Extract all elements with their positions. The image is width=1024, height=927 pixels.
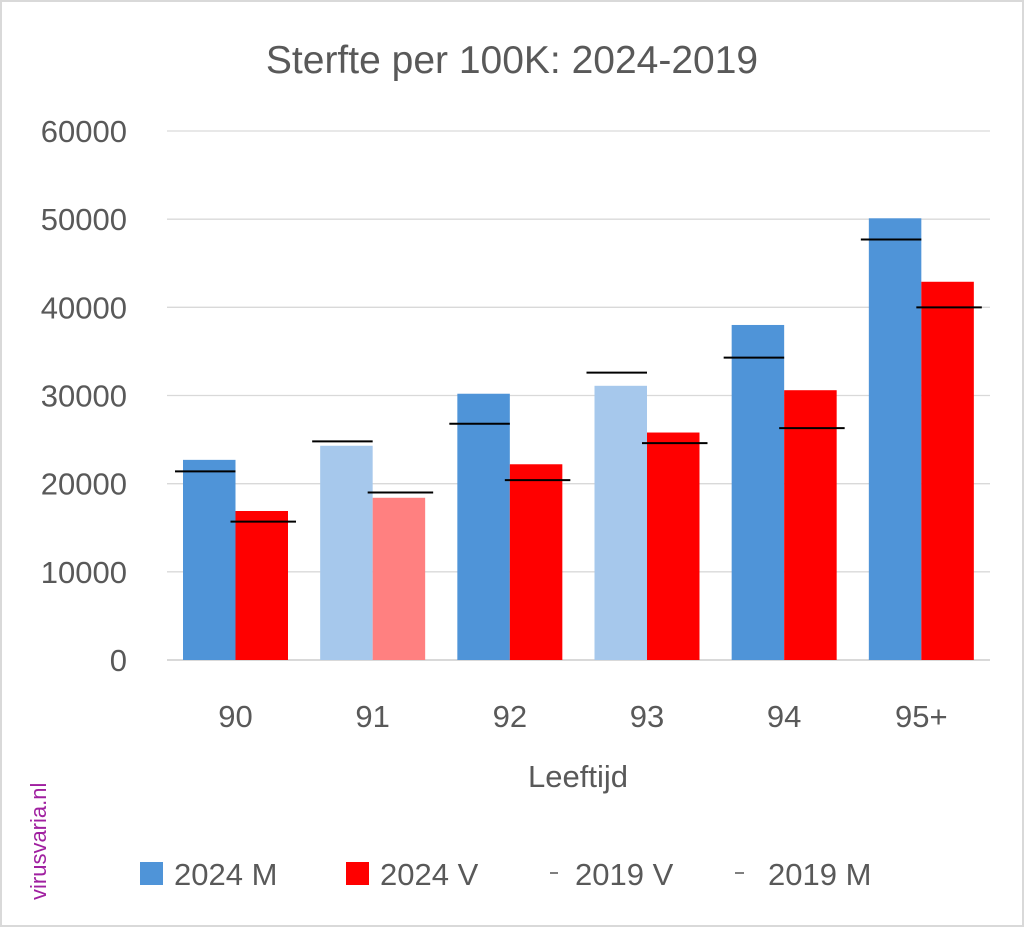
x-tick-label: 91 <box>355 699 389 734</box>
bar-2024-v-91 <box>372 497 426 660</box>
bar-2024-v-93 <box>647 432 700 660</box>
watermark: virusvaria.nl <box>26 783 51 900</box>
y-tick-label: 10000 <box>41 555 127 590</box>
bar-2024-m-94 <box>731 324 785 660</box>
bar-2024-v-95+ <box>921 281 974 660</box>
x-tick-label: 94 <box>767 699 801 734</box>
legend-label-2024-v: 2024 V <box>380 857 479 892</box>
bar-2024-m-92 <box>457 393 510 660</box>
y-tick-label: 60000 <box>41 114 127 149</box>
bars <box>183 218 974 660</box>
bar-2024-m-95+ <box>868 218 922 660</box>
x-tick-label: 92 <box>493 699 527 734</box>
bar-2024-m-91 <box>320 445 373 660</box>
legend-label-2019-v: 2019 V <box>575 857 674 892</box>
x-tick-label: 90 <box>218 699 252 734</box>
bar-2024-v-94 <box>784 390 837 660</box>
y-axis-ticks: 0 10000 20000 30000 40000 50000 60000 <box>41 114 127 678</box>
reference-lines <box>175 238 982 523</box>
y-tick-label: 50000 <box>41 202 127 237</box>
legend-swatch-2024-m <box>140 862 163 885</box>
x-tick-label: 95+ <box>895 699 948 734</box>
bar-2024-v-90 <box>235 510 288 660</box>
legend-label-2024-m: 2024 M <box>174 857 277 892</box>
y-tick-label: 30000 <box>41 379 127 414</box>
chart-title: Sterfte per 100K: 2024-2019 <box>266 39 758 82</box>
gridlines <box>167 130 990 661</box>
legend: 2024 M 2024 V 2019 V 2019 M <box>140 857 871 892</box>
x-axis-ticks: 90 91 92 93 94 95+ <box>218 699 947 734</box>
x-tick-label: 93 <box>630 699 664 734</box>
bar-2024-v-92 <box>509 464 563 660</box>
y-tick-label: 40000 <box>41 290 127 325</box>
y-tick-label: 0 <box>110 643 127 678</box>
legend-label-2019-m: 2019 M <box>768 857 871 892</box>
legend-swatch-2024-v <box>346 862 369 885</box>
bar-2024-m-93 <box>594 385 647 660</box>
y-tick-label: 20000 <box>41 467 127 502</box>
x-axis-title: Leeftijd <box>528 759 628 794</box>
bar-2024-m-90 <box>183 459 236 660</box>
